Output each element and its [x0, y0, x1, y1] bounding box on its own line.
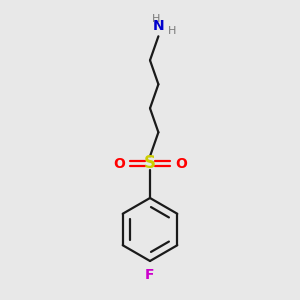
- Text: F: F: [145, 268, 155, 282]
- Text: H: H: [167, 26, 176, 37]
- Text: O: O: [113, 157, 125, 170]
- Text: H: H: [152, 14, 160, 24]
- Text: O: O: [175, 157, 187, 170]
- Text: N: N: [153, 19, 164, 33]
- Text: S: S: [144, 154, 156, 172]
